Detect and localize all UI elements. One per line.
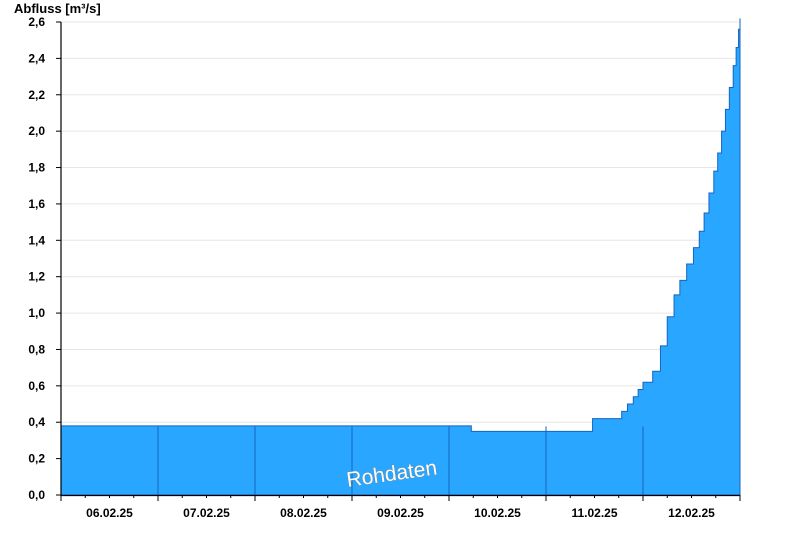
y-tick-label: 1,4	[28, 233, 45, 247]
x-tick-label: 11.02.25	[571, 506, 617, 520]
y-tick-label: 1,2	[28, 270, 45, 284]
y-tick-labels: 0,0 0,2 0,4 0,6 0,8 1,0 1,2 1,4 1,6 1,8 2,0 2,2 2,4 2…	[28, 15, 45, 502]
y-tick-label: 1,6	[28, 197, 45, 211]
y-tick-label: 2,6	[28, 15, 45, 29]
y-tick-label: 0,0	[28, 488, 45, 502]
x-tick-label: 10.02.25	[474, 506, 521, 520]
y-tick-label: 0,2	[28, 452, 45, 466]
y-tick-label: 0,8	[28, 342, 45, 356]
x-tick-labels: 06.02.25 07.02.25 08.02.25 09.02.25 10.02.25…	[86, 506, 715, 520]
y-tick-label: 1,0	[28, 306, 45, 320]
gridlines	[61, 21, 740, 460]
day-dividers	[157, 426, 644, 495]
y-tick-label: 2,4	[28, 51, 45, 65]
x-tick-label: 09.02.25	[377, 506, 424, 520]
y-axis-title: Abfluss [m³/s]	[14, 1, 101, 16]
y-tick-label: 1,8	[28, 161, 45, 175]
y-tick-label: 0,6	[28, 379, 45, 393]
y-tick-label: 2,0	[28, 124, 45, 138]
y-tick-label: 2,2	[28, 88, 45, 102]
area-fill	[60, 18, 741, 496]
x-tick-label: 12.02.25	[668, 506, 715, 520]
axes	[56, 21, 741, 501]
series-area	[60, 18, 741, 496]
y-tick-label: 0,4	[28, 415, 45, 429]
x-tick-label: 08.02.25	[280, 506, 327, 520]
x-tick-label: 06.02.25	[86, 506, 133, 520]
x-tick-label: 07.02.25	[183, 506, 230, 520]
